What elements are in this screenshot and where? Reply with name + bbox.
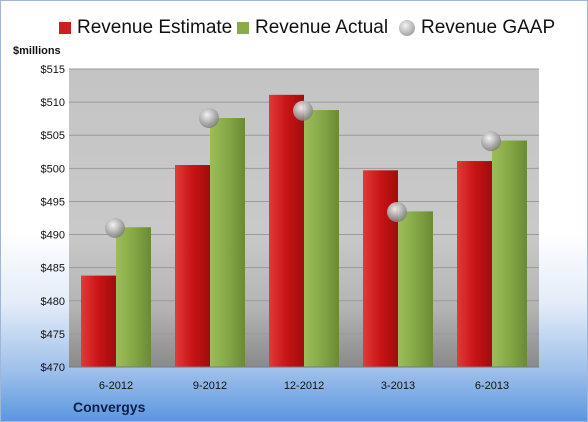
y-tick-label: $500 — [41, 163, 65, 175]
gaap-marker — [387, 202, 407, 223]
actual-bar — [116, 227, 151, 367]
legend-marker-gaap — [399, 20, 415, 36]
bar-series — [81, 94, 527, 368]
legend-label-estimate: Revenue Estimate — [77, 17, 233, 38]
y-tick-label: $515 — [41, 64, 65, 76]
estimate-bar — [269, 94, 304, 368]
y-tick-label: $470 — [41, 362, 65, 374]
x-tick-label: 3-2013 — [381, 380, 415, 392]
y-tick-label: $510 — [41, 97, 65, 109]
actual-bar — [210, 118, 245, 367]
x-tick-label: 12-2012 — [284, 380, 324, 392]
y-tick-label: $475 — [41, 329, 65, 341]
y-tick-label: $480 — [41, 296, 65, 308]
legend-item-revenue-actual: Revenue Actual — [237, 17, 388, 39]
legend-swatch-actual — [237, 22, 249, 34]
legend-label-gaap: Revenue GAAP — [421, 17, 556, 38]
y-axis-units-label: $millions — [13, 45, 61, 57]
gaap-marker — [481, 131, 501, 152]
legend-swatch-estimate — [59, 22, 71, 34]
y-tick-label: $505 — [41, 130, 65, 142]
x-tick-label: 6-2013 — [475, 380, 509, 392]
y-axis-ticks: $470 $475 $480 $485 $490 $495 $500 $505 $510 $515 — [41, 64, 65, 374]
company-name: Convergys — [73, 399, 146, 415]
legend-label-actual: Revenue Actual — [255, 17, 389, 38]
actual-bar — [304, 110, 339, 368]
x-axis-ticks: 6-2012 9-2012 12-2012 3-2013 6-2013 — [99, 380, 509, 392]
estimate-bar — [457, 161, 492, 367]
estimate-bar — [175, 165, 210, 367]
legend: Revenue Estimate Revenue Actual Revenue … — [1, 15, 588, 41]
y-tick-label: $495 — [41, 196, 65, 208]
x-tick-label: 9-2012 — [193, 380, 227, 392]
gaap-marker — [199, 108, 219, 129]
y-tick-label: $485 — [41, 263, 65, 275]
y-tick-label: $490 — [41, 230, 65, 242]
x-tick-label: 6-2012 — [99, 380, 133, 392]
legend-item-revenue-gaap: Revenue GAAP — [399, 17, 555, 39]
actual-bar — [398, 211, 433, 367]
estimate-bar — [81, 275, 116, 367]
gaap-markers — [105, 100, 501, 238]
estimate-bar — [363, 170, 398, 367]
legend-item-revenue-estimate: Revenue Estimate — [59, 17, 232, 39]
gaap-marker — [293, 100, 313, 121]
actual-bar — [492, 140, 527, 367]
gaap-marker — [105, 217, 125, 238]
